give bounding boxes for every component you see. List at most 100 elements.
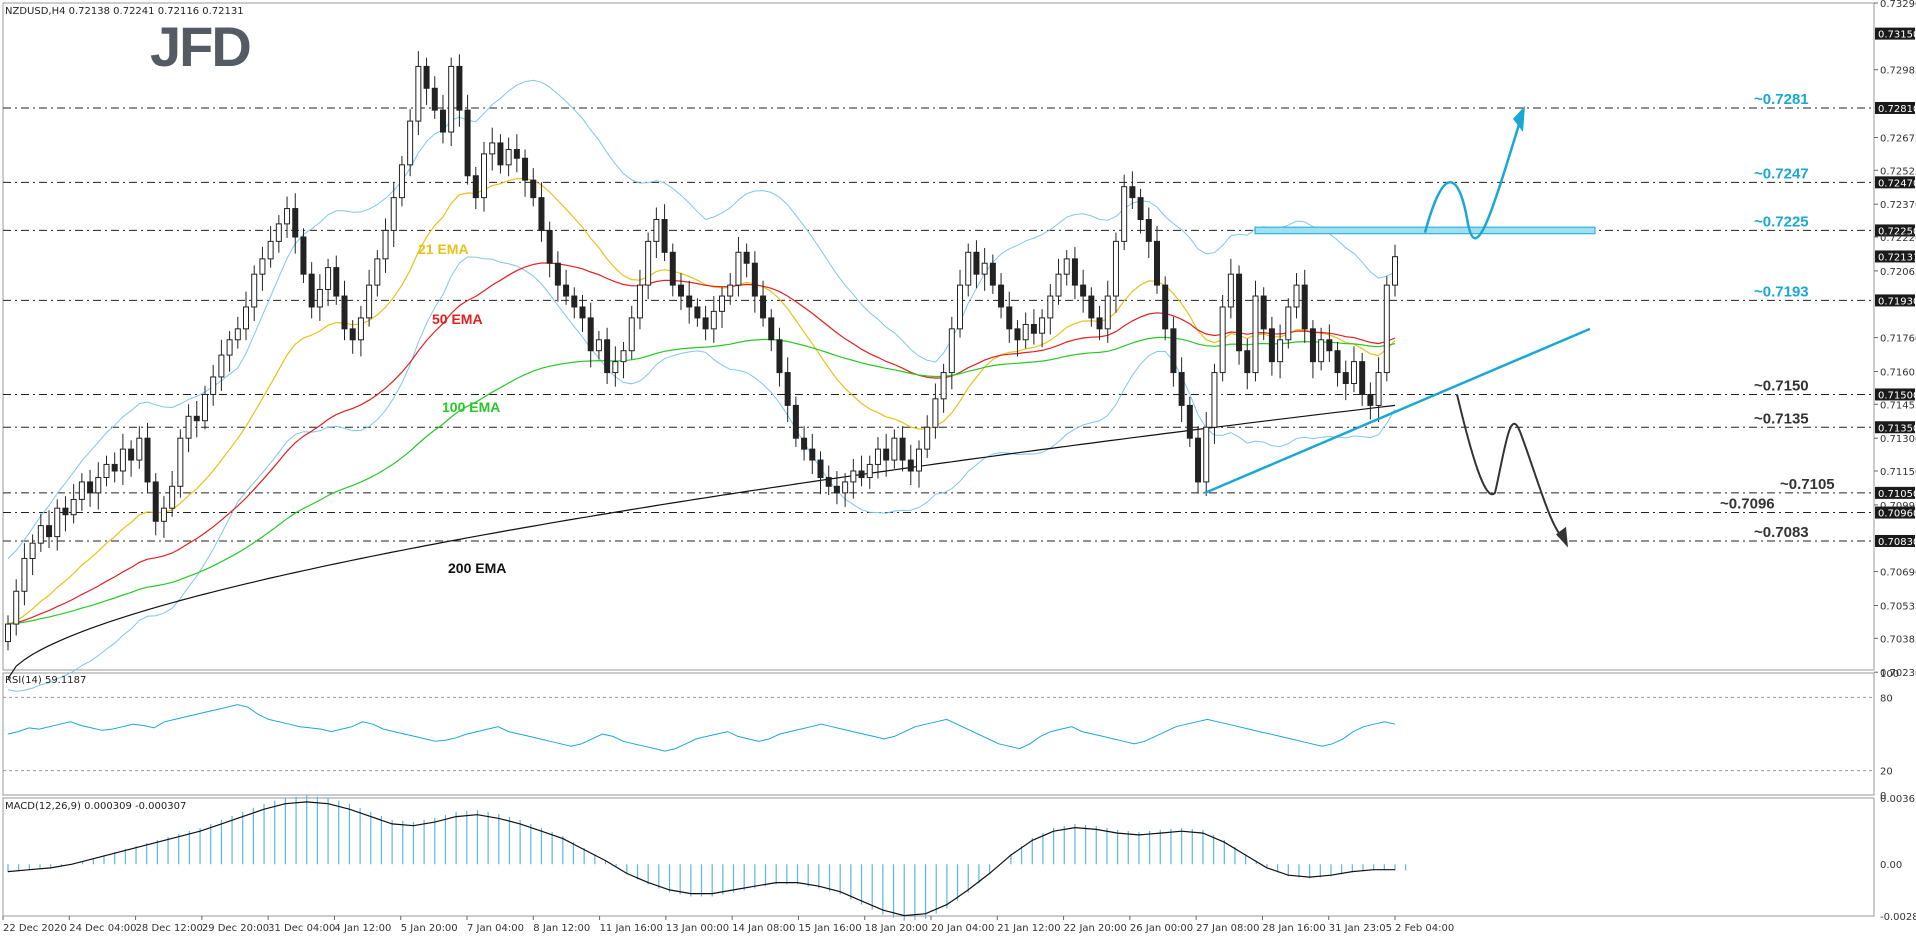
price-tag-text: 0.72131 [1878, 252, 1916, 263]
candle-bull [29, 542, 36, 559]
candle-bear [973, 251, 980, 275]
price-tag [1875, 421, 1915, 434]
candle-bear [998, 284, 1005, 308]
candle-bull [382, 229, 389, 260]
candle-bear [899, 437, 906, 461]
candle-bull [169, 485, 176, 509]
candle-bull [160, 507, 167, 522]
candle-bear [456, 65, 463, 111]
macd-tick-label: 0.003613 [1880, 794, 1916, 805]
candle-bear [702, 317, 709, 330]
candle-bull [5, 623, 11, 643]
candle-bull [915, 448, 922, 472]
candle-bull [1055, 273, 1062, 297]
candle-bear [349, 328, 356, 341]
candle-bull [842, 481, 849, 494]
ema-50-line [7, 262, 1396, 625]
candle-bear [538, 197, 545, 231]
price-tag [1875, 534, 1915, 547]
candle-bear [784, 372, 791, 406]
candle-bull [1227, 273, 1234, 308]
price-tag [1875, 27, 1915, 40]
candle-bull [275, 223, 282, 242]
candle-bear [1268, 328, 1275, 363]
candle-bull [185, 415, 192, 439]
price-tag-text: 0.71500 [1878, 390, 1916, 401]
candle-bear [308, 273, 315, 308]
candle-bull [284, 208, 291, 225]
price-tag [1875, 101, 1915, 114]
candle-bull [866, 463, 873, 479]
candle-bull [415, 65, 422, 122]
candle-bear [1342, 372, 1349, 385]
candle-bull [70, 498, 77, 516]
candle-bear [1195, 437, 1202, 483]
candle-bull [981, 262, 988, 275]
candle-bull [1211, 372, 1218, 428]
candle-bear [193, 415, 200, 422]
time-tick-label: 20 Jan 04:00 [931, 923, 994, 934]
candle-bear [571, 295, 578, 308]
candle-bull [1039, 317, 1046, 334]
time-tick-label: 15 Jan 16:00 [798, 923, 861, 934]
candle-bear [464, 109, 471, 177]
time-tick-label: 31 Jan 23:05 [1329, 923, 1392, 934]
time-tick-label: 5 Jan 20:00 [401, 923, 458, 934]
candle-bull [932, 398, 939, 428]
candle-bear [1334, 350, 1341, 374]
candle-bear [989, 262, 996, 286]
candle-bull [21, 557, 28, 592]
candle-bull [948, 328, 955, 374]
candle-bull [735, 251, 742, 286]
candle-bull [95, 477, 102, 494]
level-label: ~0.7281 [1754, 91, 1809, 108]
candle-bear [46, 525, 53, 538]
price-tag [1875, 506, 1915, 519]
time-axis: 22 Dec 2020 24 Dec 04:00 28 Dec 12:00 29 De… [2, 916, 1454, 934]
candle-bull [1383, 284, 1390, 374]
candle-bear [809, 448, 816, 461]
candle-bull [653, 219, 660, 242]
candle-bear [686, 295, 693, 308]
candle-bull [1219, 306, 1226, 374]
candle-bull [1375, 372, 1382, 406]
candle-bull [243, 306, 250, 330]
candle-bear [472, 175, 479, 199]
price-tick-label: 0.70230 [1880, 668, 1916, 679]
candle-bear [587, 317, 594, 352]
candle-bull [201, 393, 208, 422]
candle-bear [1244, 350, 1251, 374]
candle-bull [1104, 295, 1111, 330]
candle-bear [858, 470, 865, 479]
candle-bull [628, 317, 635, 352]
candle-bull [645, 240, 652, 286]
candle-bull [719, 295, 726, 312]
price-tag-text: 0.72470 [1878, 178, 1916, 189]
time-tick-label: 2 Feb 04:00 [1395, 923, 1454, 934]
candle-bull [37, 525, 44, 544]
level-lines [3, 107, 1874, 542]
price-tag [1875, 176, 1915, 189]
candle-bull [1293, 284, 1300, 308]
macd-signal-line [7, 801, 1395, 917]
candle-bear [1153, 240, 1160, 286]
candle-bear [1145, 219, 1152, 242]
price-tag-text: 0.72250 [1878, 226, 1916, 237]
time-tick-label: 21 Jan 12:00 [997, 923, 1060, 934]
rsi-title: RSI(14) 59.1187 [5, 675, 86, 686]
time-tick-label: 28 Dec 12:00 [136, 923, 203, 934]
rsi-tick-label: 100 [1880, 669, 1899, 680]
bullish-arrow-head [1513, 105, 1525, 133]
chart-symbol-title: NZDUSD,H4 0.72138 0.72241 0.72116 0.7213… [5, 6, 244, 17]
candle-bull [218, 354, 225, 378]
support-trendline [1204, 327, 1591, 495]
panel-frame [2, 672, 1875, 796]
candle-bear [439, 109, 446, 133]
candle-bear [661, 219, 668, 253]
candle-bull [325, 267, 332, 290]
candle-bear [825, 477, 832, 487]
